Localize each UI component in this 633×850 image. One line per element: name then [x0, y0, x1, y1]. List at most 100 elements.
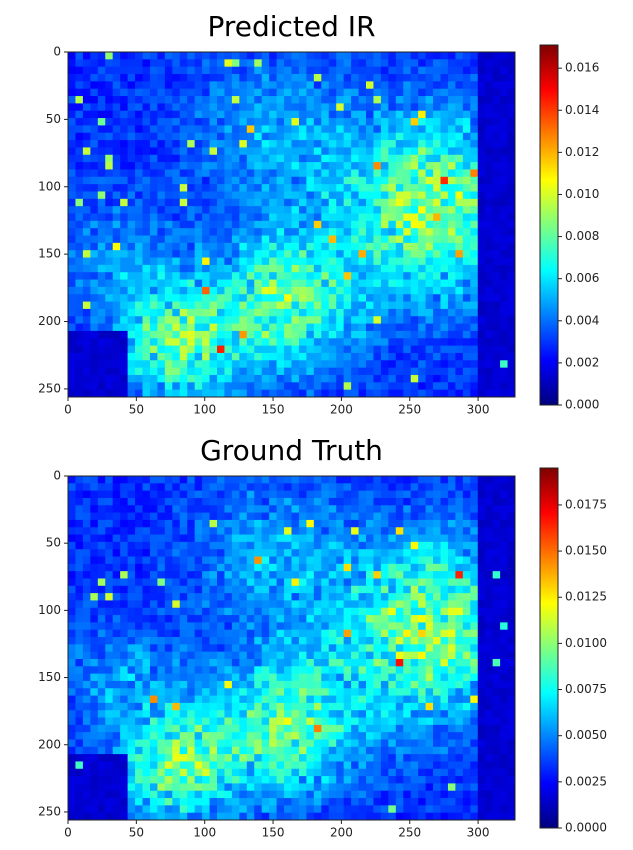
heatmap-cell: [180, 133, 188, 141]
heatmap-cell: [150, 206, 158, 214]
heatmap-cell: [351, 316, 359, 324]
heatmap-cell: [172, 316, 180, 324]
heatmap-cell: [321, 571, 329, 579]
heatmap-cell: [172, 652, 180, 660]
heatmap-cell: [292, 513, 300, 521]
heatmap-cell: [247, 578, 255, 586]
heatmap-cell: [411, 302, 419, 310]
heatmap-cell: [150, 125, 158, 133]
heatmap-cell: [292, 557, 300, 565]
heatmap-cell: [172, 710, 180, 718]
heatmap-cell: [135, 710, 143, 718]
heatmap-cell: [277, 520, 285, 528]
heatmap-cell: [351, 52, 359, 60]
heatmap-cell: [150, 615, 158, 623]
heatmap-cell: [403, 309, 411, 317]
heatmap-cell: [202, 133, 210, 141]
heatmap-cell: [105, 258, 113, 266]
heatmap-cell: [455, 316, 463, 324]
heatmap-cell: [448, 52, 456, 60]
heatmap-cell: [306, 331, 314, 339]
heatmap-cell: [448, 302, 456, 310]
heatmap-cell: [463, 338, 471, 346]
heatmap-cell: [470, 52, 478, 60]
heatmap-cell: [441, 600, 449, 608]
heatmap-cell: [470, 338, 478, 346]
heatmap-cell: [105, 542, 113, 550]
heatmap-cell: [381, 630, 389, 638]
heatmap-cell: [388, 250, 396, 258]
heatmap-cell: [143, 338, 151, 346]
heatmap-cell: [90, 125, 98, 133]
heatmap-cell: [470, 316, 478, 324]
heatmap-cell: [172, 67, 180, 75]
heatmap-cell: [314, 302, 322, 310]
heatmap-cell: [381, 513, 389, 521]
heatmap-cell: [172, 177, 180, 185]
heatmap-cell: [172, 571, 180, 579]
heatmap-cell: [68, 111, 76, 119]
heatmap-cell: [262, 353, 270, 361]
heatmap-cell: [366, 593, 374, 601]
heatmap-cell: [128, 491, 136, 499]
heatmap-cell: [195, 199, 203, 207]
heatmap-cell: [105, 360, 113, 368]
heatmap-cell: [217, 177, 225, 185]
heatmap-cell: [508, 258, 516, 266]
heatmap-cell: [329, 324, 337, 332]
heatmap-cell: [336, 250, 344, 258]
heatmap-cell: [195, 294, 203, 302]
heatmap-cell: [262, 184, 270, 192]
heatmap-cell: [135, 213, 143, 221]
heatmap-cell: [165, 652, 173, 660]
heatmap-cell: [351, 133, 359, 141]
heatmap-cell: [448, 213, 456, 221]
heatmap-cell: [403, 118, 411, 126]
heatmap-cell: [336, 125, 344, 133]
heatmap-cell: [403, 125, 411, 133]
heatmap-cell: [336, 498, 344, 506]
heatmap-cell: [90, 718, 98, 726]
heatmap-cell: [314, 287, 322, 295]
heatmap-cell: [418, 103, 426, 111]
heatmap-cell: [120, 557, 128, 565]
heatmap-cell: [217, 666, 225, 674]
heatmap-cell: [336, 549, 344, 557]
heatmap-cell: [224, 549, 232, 557]
heatmap-cell: [165, 615, 173, 623]
heatmap-cell: [426, 302, 434, 310]
heatmap-cell: [455, 586, 463, 594]
heatmap-cell: [262, 280, 270, 288]
heatmap-cell: [403, 652, 411, 660]
heatmap-cell: [68, 243, 76, 251]
heatmap-cell: [105, 353, 113, 361]
heatmap-cell: [143, 74, 151, 82]
heatmap-cell: [396, 147, 404, 155]
heatmap-cell: [448, 505, 456, 513]
heatmap-cell: [128, 184, 136, 192]
heatmap-cell: [172, 549, 180, 557]
heatmap-cell: [426, 652, 434, 660]
heatmap-cell: [135, 331, 143, 339]
heatmap-cell: [381, 505, 389, 513]
heatmap-cell: [157, 191, 165, 199]
heatmap-cell: [366, 600, 374, 608]
heatmap-cell: [187, 324, 195, 332]
heatmap-cell: [418, 324, 426, 332]
heatmap-cell: [98, 236, 106, 244]
heatmap-cell: [418, 382, 426, 390]
heatmap-cell: [359, 593, 367, 601]
heatmap-cell: [359, 557, 367, 565]
heatmap-cell: [418, 571, 426, 579]
heatmap-cell: [314, 674, 322, 682]
heatmap-cell: [239, 67, 247, 75]
heatmap-cell: [68, 644, 76, 652]
heatmap-cell: [239, 258, 247, 266]
heatmap-cell: [426, 280, 434, 288]
heatmap-cell: [135, 586, 143, 594]
heatmap-cell: [172, 586, 180, 594]
heatmap-cell: [105, 213, 113, 221]
heatmap-cell: [135, 169, 143, 177]
heatmap-cell: [83, 221, 91, 229]
heatmap-cell: [463, 505, 471, 513]
